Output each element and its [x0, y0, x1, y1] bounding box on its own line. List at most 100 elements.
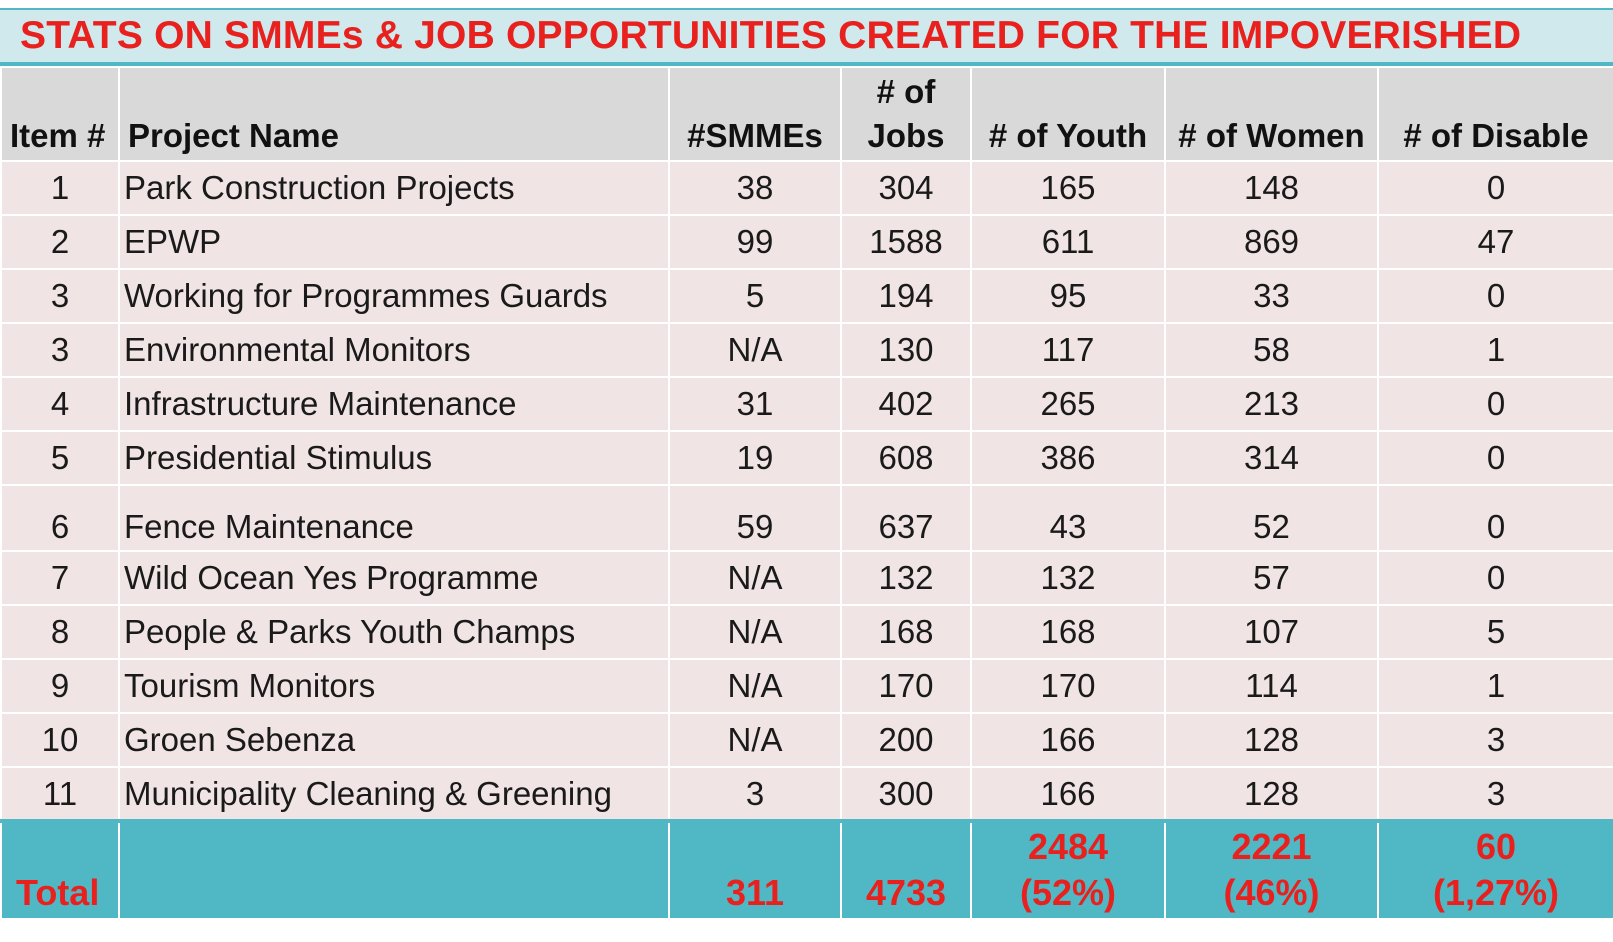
- cell-youth: 168: [970, 604, 1166, 660]
- cell-disable: 3: [1377, 712, 1613, 768]
- header-item: Item #: [0, 66, 120, 162]
- header-row: Item # Project Name #SMMEs # of Jobs # o…: [0, 66, 1613, 162]
- cell-jobs: 168: [840, 604, 972, 660]
- table-row: 6 Fence Maintenance 59 637 43 52 0: [0, 484, 1613, 552]
- cell-disable: 47: [1377, 214, 1613, 270]
- cell-item: 7: [0, 550, 120, 606]
- cell-item: 3: [0, 322, 120, 378]
- cell-jobs: 130: [840, 322, 972, 378]
- cell-women: 128: [1164, 712, 1379, 768]
- cell-item: 11: [0, 766, 120, 822]
- cell-project-name: Fence Maintenance: [118, 484, 670, 552]
- table-row: 4 Infrastructure Maintenance 31 402 265 …: [0, 376, 1613, 432]
- totals-disable-count: 60: [1475, 826, 1517, 867]
- cell-smmes: 3: [668, 766, 842, 822]
- cell-disable: 3: [1377, 766, 1613, 822]
- cell-disable: 0: [1377, 268, 1613, 324]
- cell-item: 2: [0, 214, 120, 270]
- header-project-name: Project Name: [118, 66, 670, 162]
- cell-jobs: 194: [840, 268, 972, 324]
- table-row: 3 Environmental Monitors N/A 130 117 58 …: [0, 322, 1613, 378]
- cell-jobs: 1588: [840, 214, 972, 270]
- cell-project-name: Park Construction Projects: [118, 160, 670, 216]
- cell-youth: 117: [970, 322, 1166, 378]
- cell-item: 5: [0, 430, 120, 486]
- header-youth: # of Youth: [970, 66, 1166, 162]
- cell-jobs: 304: [840, 160, 972, 216]
- cell-jobs: 132: [840, 550, 972, 606]
- cell-youth: 611: [970, 214, 1166, 270]
- header-disable: # of Disable: [1377, 66, 1613, 162]
- cell-smmes: 19: [668, 430, 842, 486]
- cell-smmes: 31: [668, 376, 842, 432]
- cell-project-name: Environmental Monitors: [118, 322, 670, 378]
- stats-table: Item # Project Name #SMMEs # of Jobs # o…: [0, 66, 1613, 920]
- cell-disable: 1: [1377, 322, 1613, 378]
- table-row: 2 EPWP 99 1588 611 869 47: [0, 214, 1613, 270]
- table-row: 1 Park Construction Projects 38 304 165 …: [0, 160, 1613, 216]
- totals-jobs: 4733: [840, 819, 972, 920]
- cell-project-name: Wild Ocean Yes Programme: [118, 550, 670, 606]
- cell-disable: 1: [1377, 658, 1613, 714]
- totals-women: 2221 (46%): [1164, 819, 1379, 920]
- cell-item: 1: [0, 160, 120, 216]
- cell-smmes: 5: [668, 268, 842, 324]
- cell-item: 4: [0, 376, 120, 432]
- cell-jobs: 300: [840, 766, 972, 822]
- cell-disable: 0: [1377, 160, 1613, 216]
- table-row: 11 Municipality Cleaning & Greening 3 30…: [0, 766, 1613, 822]
- cell-disable: 0: [1377, 376, 1613, 432]
- cell-women: 58: [1164, 322, 1379, 378]
- cell-disable: 0: [1377, 484, 1613, 552]
- cell-item: 8: [0, 604, 120, 660]
- cell-smmes: 99: [668, 214, 842, 270]
- cell-jobs: 402: [840, 376, 972, 432]
- cell-women: 107: [1164, 604, 1379, 660]
- table-row: 3 Working for Programmes Guards 5 194 95…: [0, 268, 1613, 324]
- cell-women: 128: [1164, 766, 1379, 822]
- cell-women: 869: [1164, 214, 1379, 270]
- totals-women-count: 2221: [1231, 826, 1312, 867]
- cell-project-name: Presidential Stimulus: [118, 430, 670, 486]
- table-row: 8 People & Parks Youth Champs N/A 168 16…: [0, 604, 1613, 660]
- cell-jobs: 170: [840, 658, 972, 714]
- cell-smmes: N/A: [668, 604, 842, 660]
- cell-women: 57: [1164, 550, 1379, 606]
- cell-jobs: 608: [840, 430, 972, 486]
- cell-women: 33: [1164, 268, 1379, 324]
- header-jobs-line2: Jobs: [867, 117, 945, 154]
- cell-youth: 132: [970, 550, 1166, 606]
- totals-label: Total: [0, 819, 120, 920]
- table-row: 10 Groen Sebenza N/A 200 166 128 3: [0, 712, 1613, 768]
- cell-women: 52: [1164, 484, 1379, 552]
- cell-jobs: 200: [840, 712, 972, 768]
- totals-project-name: [118, 819, 670, 920]
- cell-item: 10: [0, 712, 120, 768]
- cell-project-name: Municipality Cleaning & Greening: [118, 766, 670, 822]
- cell-project-name: Working for Programmes Guards: [118, 268, 670, 324]
- cell-disable: 5: [1377, 604, 1613, 660]
- cell-youth: 43: [970, 484, 1166, 552]
- cell-youth: 170: [970, 658, 1166, 714]
- cell-item: 9: [0, 658, 120, 714]
- cell-women: 314: [1164, 430, 1379, 486]
- cell-project-name: Tourism Monitors: [118, 658, 670, 714]
- header-jobs-line1: # of: [876, 73, 936, 110]
- cell-disable: 0: [1377, 550, 1613, 606]
- header-women: # of Women: [1164, 66, 1379, 162]
- cell-jobs: 637: [840, 484, 972, 552]
- cell-project-name: EPWP: [118, 214, 670, 270]
- header-jobs: # of Jobs: [840, 66, 972, 162]
- totals-youth-percent: (52%): [1019, 872, 1117, 913]
- table-row: 5 Presidential Stimulus 19 608 386 314 0: [0, 430, 1613, 486]
- cell-youth: 95: [970, 268, 1166, 324]
- cell-youth: 165: [970, 160, 1166, 216]
- totals-row: Total 311 4733 2484 (52%) 2221 (46%) 60 …: [0, 819, 1613, 920]
- totals-smmes: 311: [668, 819, 842, 920]
- cell-smmes: 38: [668, 160, 842, 216]
- slide-title: STATS ON SMMEs & JOB OPPORTUNITIES CREAT…: [0, 8, 1613, 66]
- cell-smmes: 59: [668, 484, 842, 552]
- table-row: 9 Tourism Monitors N/A 170 170 114 1: [0, 658, 1613, 714]
- cell-youth: 166: [970, 712, 1166, 768]
- totals-women-percent: (46%): [1223, 872, 1320, 913]
